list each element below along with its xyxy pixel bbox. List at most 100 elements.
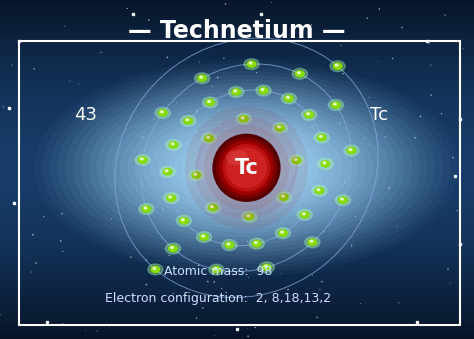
Point: [364, 16, 371, 21]
Circle shape: [200, 76, 202, 78]
Point: [209, 84, 216, 89]
Point: [281, 150, 289, 155]
Point: [454, 208, 461, 214]
Circle shape: [281, 231, 283, 233]
Circle shape: [321, 161, 329, 167]
Circle shape: [186, 119, 189, 121]
Circle shape: [245, 214, 254, 220]
Point: [82, 328, 89, 334]
Ellipse shape: [226, 150, 248, 165]
Circle shape: [261, 88, 264, 91]
Bar: [0, 246, 474, 250]
Ellipse shape: [216, 137, 277, 199]
Bar: [0, 195, 474, 199]
Point: [443, 139, 450, 145]
Point: [32, 260, 40, 266]
Circle shape: [335, 64, 338, 66]
Point: [204, 279, 211, 284]
Point: [365, 95, 373, 100]
Circle shape: [247, 61, 256, 67]
Point: [326, 160, 334, 165]
Circle shape: [333, 63, 342, 69]
Bar: [0, 161, 474, 165]
Point: [441, 13, 449, 18]
Point: [59, 321, 67, 326]
Bar: [0, 263, 474, 267]
Bar: [0, 224, 474, 229]
Circle shape: [228, 86, 244, 97]
Bar: [0, 297, 474, 301]
Circle shape: [305, 112, 313, 118]
Bar: [0, 119, 474, 123]
Point: [222, 1, 229, 6]
Ellipse shape: [150, 119, 343, 217]
Point: [320, 229, 328, 234]
Text: 43: 43: [74, 106, 97, 124]
Point: [284, 287, 292, 292]
Point: [216, 183, 223, 189]
Circle shape: [259, 262, 274, 273]
Bar: [0, 102, 474, 106]
Point: [159, 206, 167, 212]
Bar: [0, 13, 474, 17]
Circle shape: [213, 160, 228, 171]
Circle shape: [298, 72, 301, 74]
Ellipse shape: [204, 146, 289, 189]
Circle shape: [207, 136, 210, 138]
Bar: [0, 89, 474, 93]
Bar: [0, 63, 474, 68]
Point: [395, 300, 402, 305]
Circle shape: [189, 170, 204, 181]
Circle shape: [194, 173, 197, 175]
Point: [398, 25, 406, 30]
Circle shape: [249, 238, 264, 249]
Point: [341, 180, 349, 185]
Ellipse shape: [73, 79, 420, 257]
Bar: [0, 34, 474, 38]
Circle shape: [139, 204, 154, 215]
Point: [385, 185, 393, 191]
Point: [234, 156, 241, 161]
Point: [97, 50, 105, 55]
Circle shape: [206, 99, 214, 105]
Point: [309, 123, 316, 128]
Circle shape: [239, 116, 248, 122]
Circle shape: [318, 158, 333, 169]
Point: [417, 114, 424, 119]
Bar: [0, 203, 474, 207]
Circle shape: [201, 133, 217, 144]
Ellipse shape: [226, 147, 267, 188]
Circle shape: [273, 122, 288, 133]
Circle shape: [305, 237, 320, 248]
Circle shape: [318, 135, 326, 141]
Circle shape: [202, 97, 218, 108]
Point: [218, 286, 226, 291]
Circle shape: [176, 215, 191, 226]
Circle shape: [312, 185, 327, 196]
Circle shape: [209, 205, 217, 211]
Bar: [0, 275, 474, 280]
Ellipse shape: [212, 134, 281, 202]
Point: [66, 78, 73, 84]
Bar: [0, 157, 474, 161]
Circle shape: [296, 71, 304, 77]
Bar: [0, 4, 474, 8]
Point: [61, 23, 69, 29]
Point: [128, 323, 135, 328]
Point: [460, 46, 467, 51]
Bar: [0, 199, 474, 203]
Bar: [0, 322, 474, 326]
Circle shape: [319, 136, 322, 138]
Point: [244, 326, 252, 332]
Bar: [0, 144, 474, 148]
Bar: [0, 127, 474, 131]
Circle shape: [232, 89, 240, 95]
Point: [143, 257, 150, 263]
Circle shape: [268, 167, 276, 174]
Ellipse shape: [185, 106, 308, 229]
Point: [0, 312, 4, 318]
Point: [0, 104, 7, 109]
Circle shape: [165, 170, 168, 172]
Bar: [0, 93, 474, 98]
Text: Tc: Tc: [370, 106, 388, 124]
